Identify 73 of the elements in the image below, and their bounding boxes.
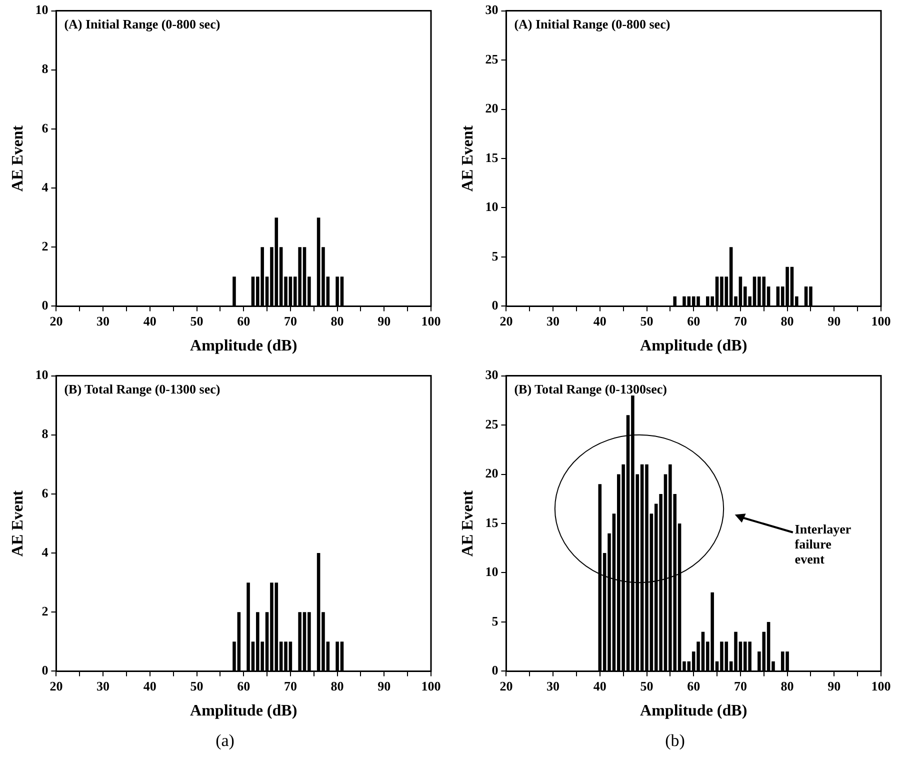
y-tick-label: 15 (485, 150, 499, 165)
x-tick-label: 50 (190, 678, 204, 694)
text: (A) Initial Range (0-800 sec) (64, 16, 220, 32)
y-tick-label: 2 (42, 238, 48, 254)
x-tick-label: 30 (96, 678, 110, 694)
text: (B) Total Range (0-1300sec) (514, 382, 667, 397)
y-tick-label: 10 (35, 367, 48, 382)
x-tick-label: 60 (687, 313, 700, 328)
x-tick-label: 80 (330, 678, 344, 694)
y-tick-label: 10 (485, 199, 498, 214)
y-tick-label: 2 (42, 603, 48, 618)
y-tick-label: 25 (485, 51, 499, 66)
text: (a) (214, 731, 236, 751)
x-tick-label: 70 (734, 678, 747, 694)
y-tick-label: 15 (485, 514, 499, 530)
y-axis-title: AE Event (460, 124, 477, 192)
y-axis-title: AE Event (10, 124, 27, 192)
x-tick-label: 80 (780, 678, 794, 694)
y-axis-title: AE Event (460, 490, 477, 557)
x-tick-label: 40 (593, 313, 606, 328)
x-tick-label: 60 (237, 313, 250, 328)
x-axis-title: Amplitude (dB) (640, 702, 748, 720)
x-tick-label: 100 (421, 678, 441, 694)
x-tick-label: 40 (143, 313, 156, 328)
x-tick-label: 80 (330, 313, 344, 328)
y-tick-label: 4 (42, 544, 49, 560)
x-tick-label: 70 (284, 313, 297, 328)
y-tick-label: 10 (485, 564, 498, 580)
x-tick-label: 90 (378, 313, 391, 328)
text: (A) Initial Range (0-800 sec) (514, 16, 670, 32)
text: (b) (664, 731, 686, 751)
y-tick-label: 5 (492, 613, 499, 628)
x-tick-label: 90 (828, 313, 841, 328)
y-tick-label: 6 (42, 485, 49, 500)
x-tick-label: 30 (96, 313, 110, 328)
annotation: Interlayer failure event (794, 521, 852, 566)
x-tick-label: 40 (593, 678, 606, 694)
y-tick-label: 20 (485, 466, 498, 481)
y-tick-label: 20 (485, 100, 498, 116)
y-tick-label: 30 (485, 2, 498, 18)
x-tick-label: 60 (687, 678, 700, 694)
x-tick-label: 30 (546, 313, 560, 328)
x-tick-label: 50 (640, 678, 654, 694)
x-tick-label: 70 (734, 313, 747, 328)
x-tick-label: 50 (190, 313, 204, 328)
y-tick-label: 0 (492, 298, 498, 313)
x-tick-label: 100 (871, 678, 891, 694)
x-tick-label: 80 (780, 313, 794, 328)
y-tick-label: 6 (42, 120, 49, 136)
y-tick-label: 8 (42, 426, 49, 442)
x-tick-label: 50 (640, 313, 654, 328)
x-tick-label: 70 (284, 678, 297, 694)
y-tick-label: 10 (35, 2, 48, 18)
x-tick-label: 40 (143, 678, 156, 694)
y-tick-label: 5 (492, 248, 499, 264)
y-tick-label: 4 (42, 179, 49, 194)
y-tick-label: 0 (492, 662, 498, 678)
y-tick-label: 8 (42, 61, 49, 76)
x-axis-title: Amplitude (dB) (190, 338, 298, 355)
x-tick-label: 100 (871, 313, 891, 328)
x-axis-title: Amplitude (dB) (190, 702, 298, 720)
y-axis-title: AE Event (10, 490, 27, 557)
y-tick-label: 25 (485, 416, 499, 432)
x-tick-label: 90 (828, 678, 841, 694)
x-tick-label: 100 (421, 313, 441, 328)
x-axis-title: Amplitude (dB) (640, 338, 748, 355)
x-tick-label: 90 (378, 678, 391, 694)
x-tick-label: 30 (546, 678, 560, 694)
y-tick-label: 0 (42, 662, 48, 678)
text: (B) Total Range (0-1300 sec) (64, 382, 220, 397)
y-tick-label: 0 (42, 298, 48, 313)
x-tick-label: 60 (237, 678, 250, 694)
y-tick-label: 30 (485, 367, 498, 382)
